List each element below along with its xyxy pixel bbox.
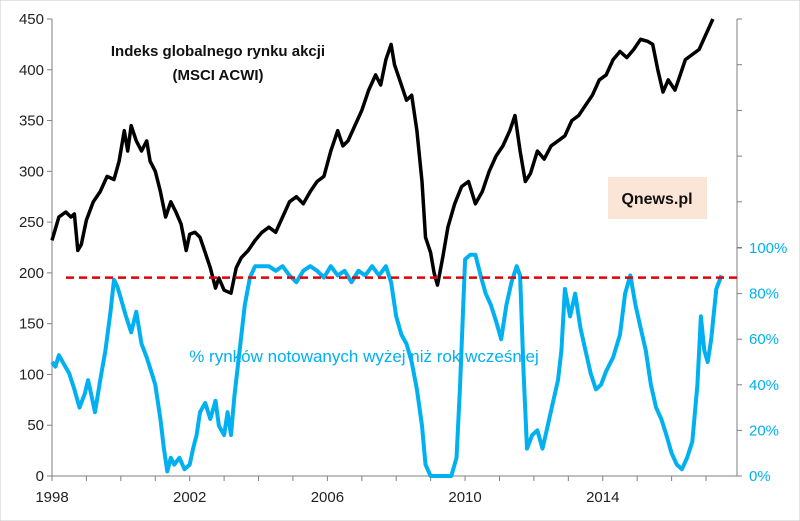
left-tick-label: 350	[19, 113, 44, 130]
x-tick-label: 2014	[586, 489, 619, 506]
left-tick-label: 50	[27, 417, 44, 434]
chart-title-line-2: (MSCI ACWI)	[172, 67, 263, 84]
x-tick-label: 1998	[35, 489, 68, 506]
x-ticks: 1998 2002 2006 2010 2014	[35, 476, 707, 506]
x-tick-label: 2010	[448, 489, 481, 506]
left-tick-label: 250	[19, 214, 44, 231]
percent-series-label: % rynków notowanych wyżej niż rok wcześn…	[189, 347, 539, 366]
badge-background	[608, 177, 707, 219]
right-y-ticks: 0% 20% 40% 60% 80% 100%	[737, 18, 787, 485]
x-tick-label: 2002	[173, 489, 206, 506]
index-series-line	[50, 18, 715, 295]
right-tick-label: 40%	[749, 377, 779, 394]
right-tick-label: 80%	[749, 286, 779, 303]
left-tick-label: 450	[19, 11, 44, 28]
percent-series-line	[50, 252, 724, 478]
left-tick-label: 400	[19, 62, 44, 79]
right-tick-label: 60%	[749, 331, 779, 348]
right-tick-label: 20%	[749, 422, 779, 439]
left-tick-label: 300	[19, 163, 44, 180]
right-tick-label: 0%	[749, 468, 771, 485]
left-tick-label: 0	[36, 468, 44, 485]
left-y-ticks: 0 50 100 150 200 250 300 350 400 450	[19, 11, 52, 485]
badge-label: Qnews.pl	[621, 191, 692, 208]
left-tick-label: 100	[19, 366, 44, 383]
chart-title-line-1: Indeks globalnego rynku akcji	[111, 43, 325, 60]
right-tick-label: 100%	[749, 240, 787, 257]
left-tick-label: 150	[19, 316, 44, 333]
x-tick-label: 2006	[311, 489, 344, 506]
left-tick-label: 200	[19, 265, 44, 282]
